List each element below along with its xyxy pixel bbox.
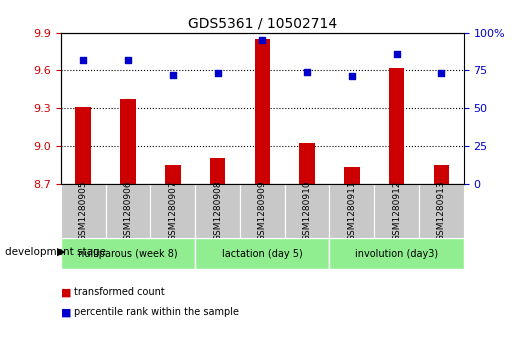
Text: GSM1280911: GSM1280911	[347, 181, 356, 241]
Bar	[330, 184, 374, 238]
Point	[169, 72, 177, 78]
Point	[258, 37, 267, 43]
Text: transformed count: transformed count	[74, 287, 165, 297]
Bar	[195, 238, 330, 269]
Bar	[195, 184, 240, 238]
Bar	[105, 184, 151, 238]
Bar	[419, 184, 464, 238]
Point	[392, 51, 401, 57]
Point	[437, 70, 446, 76]
Text: development stage: development stage	[5, 247, 107, 257]
Bar	[151, 184, 195, 238]
Text: ■: ■	[61, 287, 72, 297]
Text: lactation (day 5): lactation (day 5)	[222, 249, 303, 258]
Bar	[165, 165, 181, 184]
Text: GSM1280912: GSM1280912	[392, 181, 401, 241]
Bar	[254, 39, 270, 184]
Bar	[374, 184, 419, 238]
Bar	[330, 238, 464, 269]
Bar	[344, 167, 360, 184]
Text: percentile rank within the sample: percentile rank within the sample	[74, 307, 239, 317]
Text: ■: ■	[61, 307, 72, 317]
Bar	[61, 184, 105, 238]
Bar	[120, 99, 136, 184]
Text: GSM1280906: GSM1280906	[123, 181, 132, 241]
Text: involution (day3): involution (day3)	[355, 249, 438, 258]
Point	[303, 69, 311, 75]
Bar	[389, 68, 404, 184]
Text: GSM1280910: GSM1280910	[303, 181, 312, 241]
Text: GSM1280905: GSM1280905	[79, 181, 88, 241]
Bar	[434, 165, 449, 184]
Text: GSM1280908: GSM1280908	[213, 181, 222, 241]
Title: GDS5361 / 10502714: GDS5361 / 10502714	[188, 16, 337, 30]
Bar	[299, 143, 315, 184]
Point	[214, 70, 222, 76]
Bar	[61, 238, 195, 269]
Text: GSM1280913: GSM1280913	[437, 181, 446, 241]
Point	[79, 57, 87, 63]
Bar	[210, 158, 225, 184]
Point	[124, 57, 132, 63]
Bar	[240, 184, 285, 238]
Point	[348, 74, 356, 79]
Text: GSM1280907: GSM1280907	[169, 181, 178, 241]
Text: GSM1280909: GSM1280909	[258, 181, 267, 241]
Bar	[75, 107, 91, 184]
Bar	[285, 184, 330, 238]
Text: ▶: ▶	[57, 247, 66, 257]
Text: nulliparous (week 8): nulliparous (week 8)	[78, 249, 178, 258]
